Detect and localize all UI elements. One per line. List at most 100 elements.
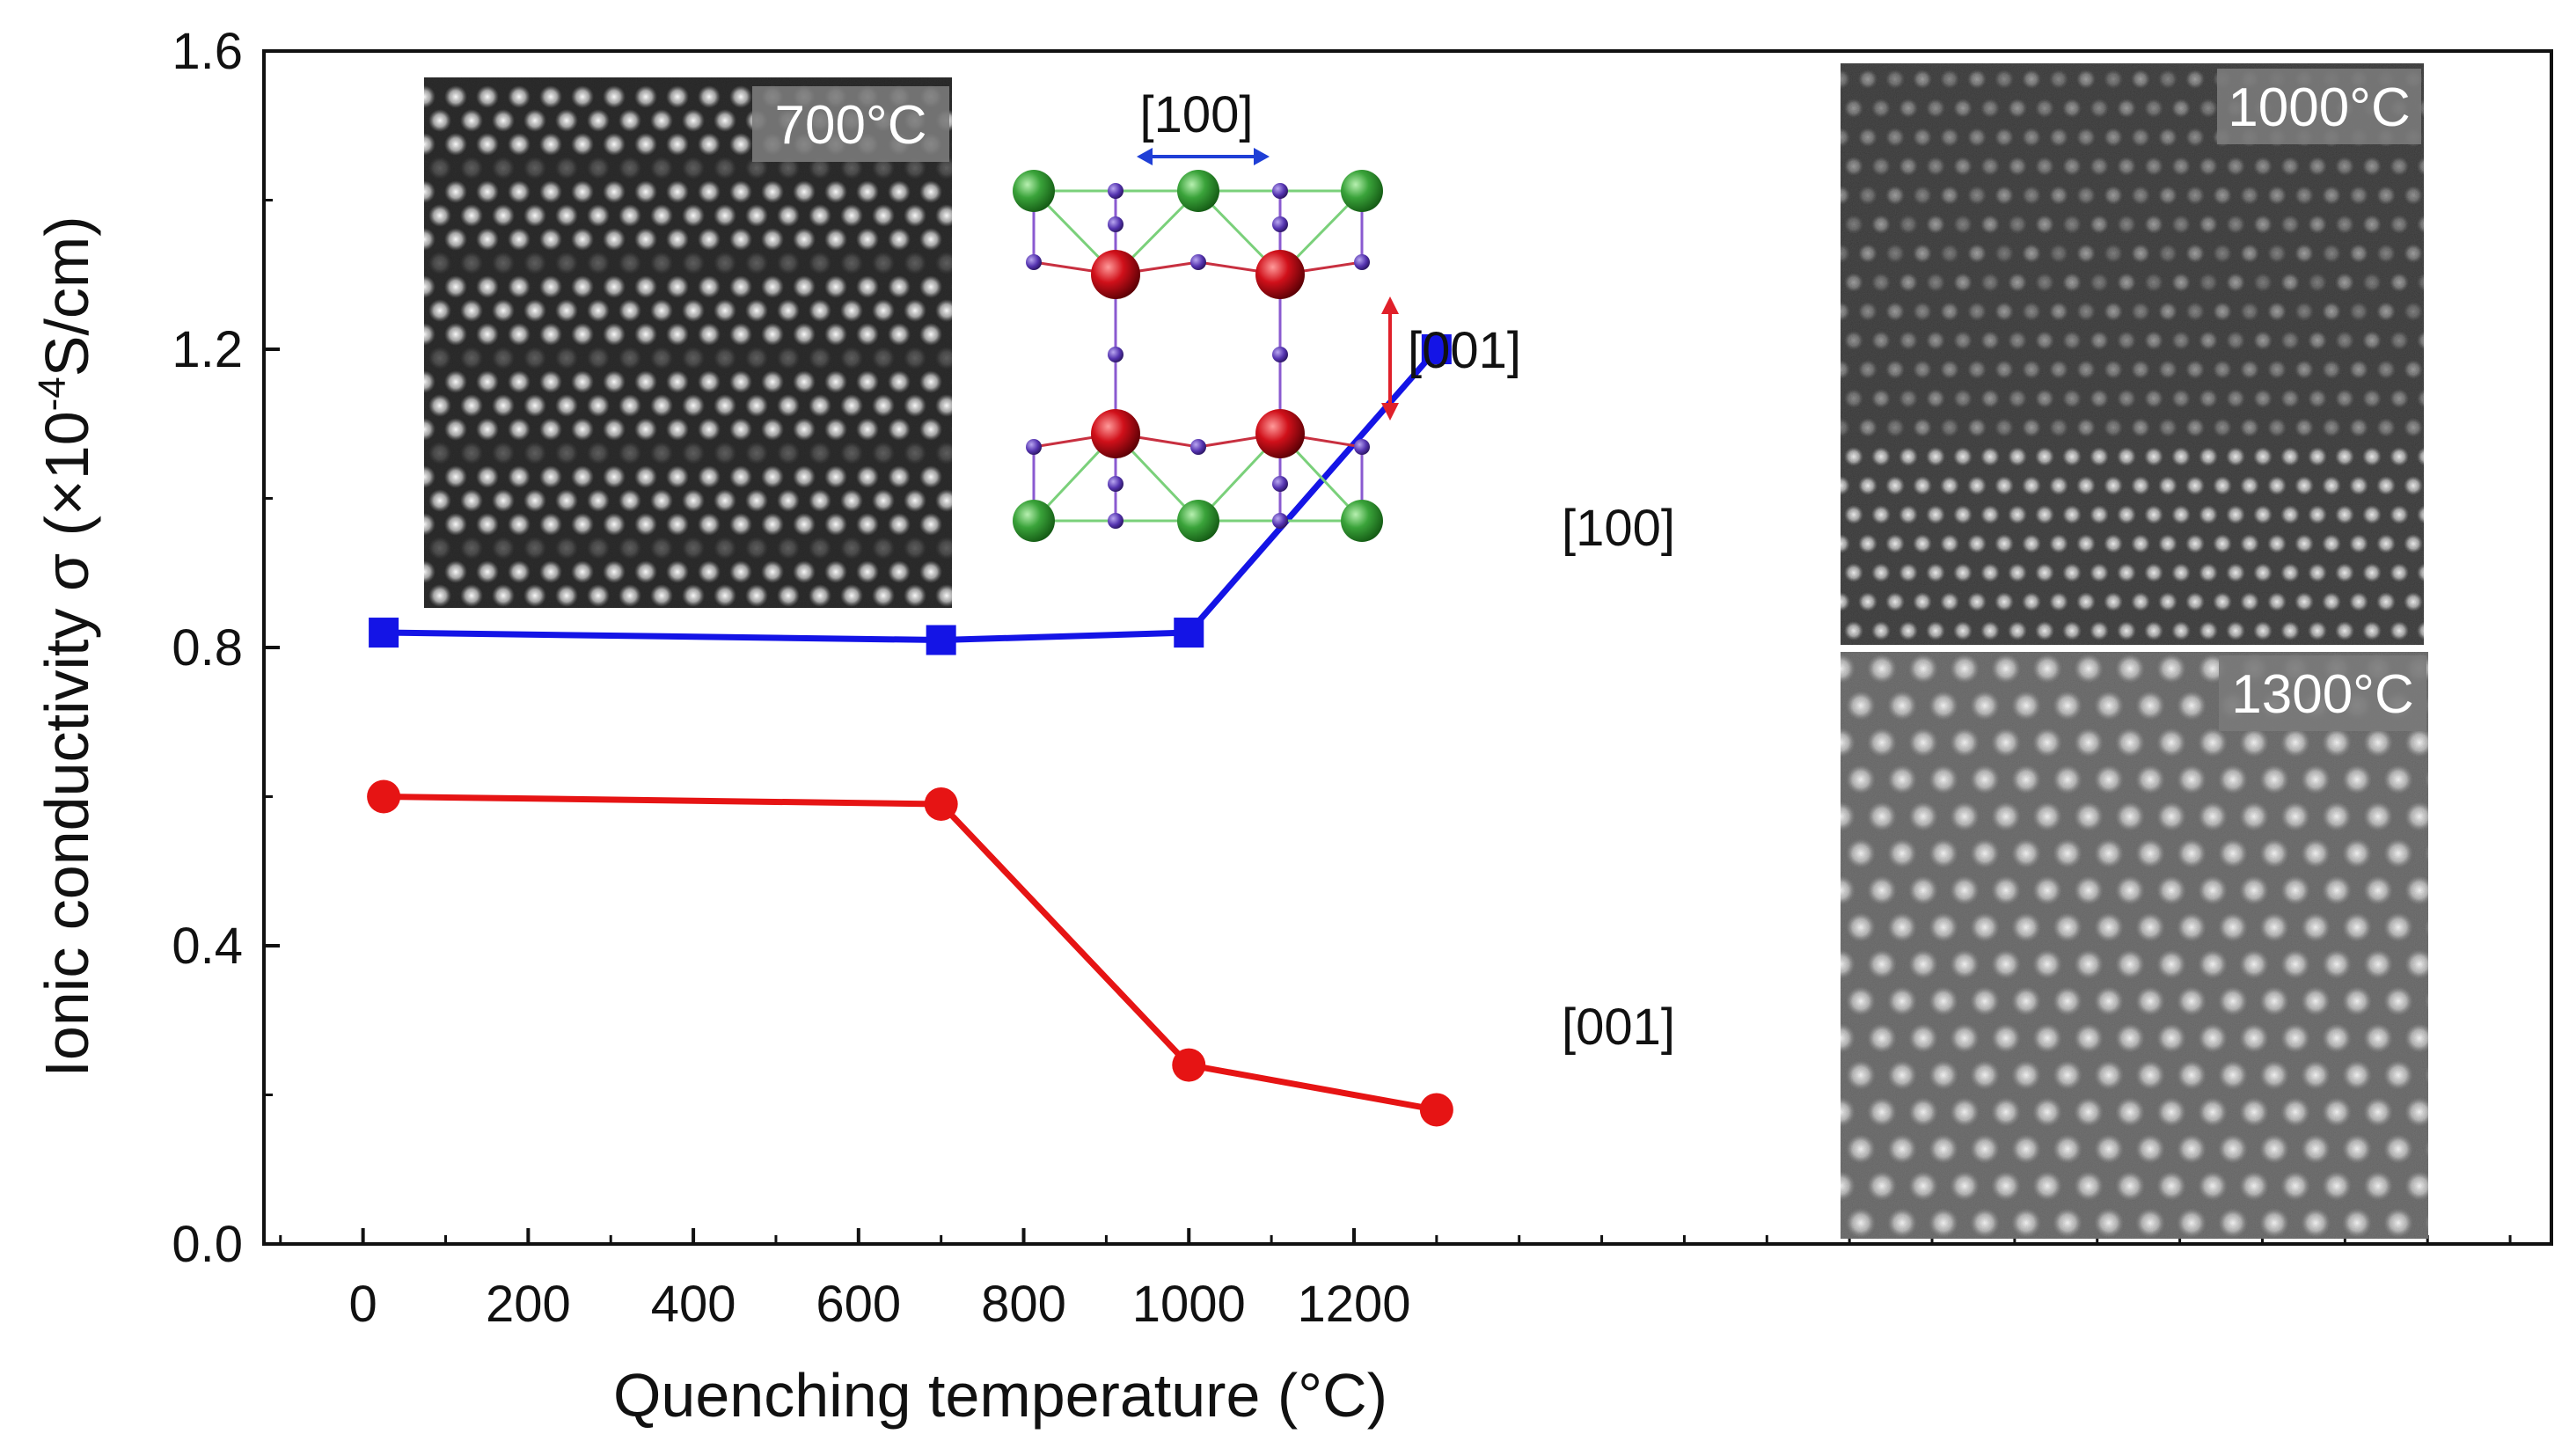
tem-atom-dot [2446, 654, 2476, 684]
tem-atom-dot [888, 608, 911, 631]
atom-red [1091, 250, 1140, 299]
tem-atom-dot [476, 608, 499, 631]
tem-atom-dot [2074, 1245, 2104, 1275]
tem-atom-dot [2280, 1245, 2310, 1275]
tem-atom-dot [571, 608, 594, 631]
tem-atom-dot [2466, 838, 2496, 868]
y-axis-title-unit: S/cm) [33, 216, 101, 377]
tem-atom-dot [967, 632, 990, 655]
tem-atom-dot [1804, 302, 1823, 321]
tem-atom-dot [1804, 244, 1823, 263]
tem-atom-dot [1784, 949, 1814, 979]
tem-atom-dot [2431, 534, 2450, 553]
tem-atom-dot [381, 323, 404, 346]
tem-atom-dot [2431, 360, 2450, 379]
tem-atom-dot [2431, 70, 2450, 89]
tem-atom-dot [1804, 838, 1834, 868]
tem-atom-dot [1804, 1134, 1834, 1164]
y-tick-label-0.8: 0.8 [172, 619, 243, 677]
tem-atom-dot [2446, 875, 2476, 905]
tem-atom-dot [397, 109, 420, 132]
tem-label-1000: 1000°C [2228, 77, 2411, 138]
tem-atom-dot [1784, 728, 1814, 757]
tem-atom-dot [1804, 1060, 1834, 1090]
tem-atom-dot [1991, 1245, 2021, 1275]
tem-atom-dot [1950, 1245, 1980, 1275]
tem-atom-dot [2444, 157, 2463, 176]
y-tick-label-1.6: 1.6 [172, 23, 243, 80]
atom-green [1013, 500, 1055, 542]
x-tick-label-400: 400 [651, 1276, 736, 1333]
atom-purple [1108, 476, 1123, 492]
tem-atom-dot [729, 608, 752, 631]
tem-atom-dot [397, 157, 420, 179]
tem-atom-dot [1784, 1023, 1814, 1053]
tem-atom-dot [2431, 476, 2450, 495]
atom-purple [1026, 254, 1042, 270]
tem-atom-dot [2444, 273, 2463, 292]
tem-atom-dot [1817, 505, 1836, 524]
tem-atom-dot [1804, 70, 1823, 89]
atom-green [1341, 500, 1383, 542]
tem-atom-dot [967, 109, 990, 132]
tem-atom-dot [381, 418, 404, 441]
tem-atom-dot [1817, 157, 1836, 176]
tem-atom-dot [1817, 563, 1836, 582]
x-tick-label-600: 600 [816, 1276, 901, 1333]
tem-atom-dot [2444, 215, 2463, 234]
tem-atom-dot [2444, 505, 2463, 524]
data-point-100 [1174, 618, 1204, 648]
arrow-head-up-001 [1381, 296, 1399, 314]
tem-atom-dot [1826, 1245, 1855, 1275]
tem-atom-dot [840, 632, 863, 655]
tem-atom-dot [1817, 99, 1836, 118]
tem-atom-dot [2431, 244, 2450, 263]
tem-image-700: 700°C [381, 77, 990, 655]
y-tick-label-0.4: 0.4 [172, 918, 243, 975]
tem-image-1300: 1300°C [1784, 652, 2496, 1275]
tem-label-700: 700°C [774, 95, 926, 156]
atom-red [1255, 250, 1305, 299]
y-axis-title-exponent: -4 [31, 377, 74, 411]
tem-atom-dot [951, 567, 952, 576]
atom-green [1013, 170, 1055, 212]
tem-atom-dot [1817, 389, 1836, 408]
tem-atom-dot [2431, 592, 2450, 611]
tem-atom-dot [2115, 1245, 2145, 1275]
tem-atom-dot [967, 584, 990, 607]
tem-atom-dot [381, 228, 404, 251]
data-point-100 [926, 625, 956, 655]
tem-atom-dot [2446, 1171, 2476, 1201]
tem-atom-dot [2239, 1245, 2269, 1275]
tem-atom-dot [381, 85, 404, 108]
arrow-head-down-001 [1381, 403, 1399, 421]
tem-atom-dot [2425, 770, 2428, 789]
tem-atom-dot [2431, 186, 2450, 205]
structure-label-100: [100] [1140, 86, 1254, 143]
tem-atom-dot [381, 275, 404, 298]
x-tick-label-1000: 1000 [1132, 1276, 1246, 1333]
tem-atom-dot [2425, 696, 2428, 715]
tem-atom-dot [1784, 1171, 1814, 1201]
tem-atom-dot [951, 92, 952, 101]
tem-atom-dot [397, 489, 420, 512]
tem-label-700-badge [752, 86, 949, 162]
tem-atom-dot [951, 377, 952, 386]
tem-atom-dot [951, 282, 952, 291]
tem-atom-dot [539, 608, 562, 631]
tem-atom-dot [2425, 991, 2428, 1011]
tem-atom-dot [2444, 621, 2463, 640]
atom-purple [1272, 347, 1288, 362]
tem-atom-dot [2431, 418, 2450, 437]
tem-atom-dot [967, 299, 990, 322]
tem-atom-dot [1817, 679, 1836, 699]
data-point-001 [1172, 1048, 1206, 1082]
tem-atom-dot [1804, 186, 1823, 205]
tem-atom-dot [2446, 1023, 2476, 1053]
tem-atom-dot [1804, 691, 1834, 721]
tem-atom-dot [2446, 1097, 2476, 1127]
atom-purple [1108, 347, 1123, 362]
atom-green [1177, 170, 1219, 212]
tem-atom-dot [951, 472, 952, 481]
